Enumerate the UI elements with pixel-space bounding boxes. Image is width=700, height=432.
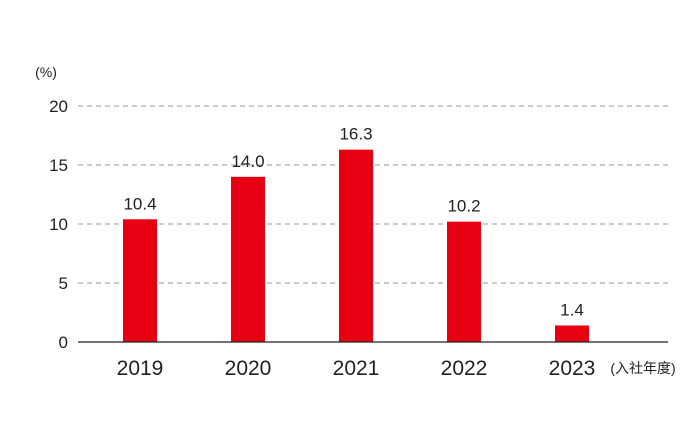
y-tick-label: 5 — [59, 274, 68, 293]
bar-2022 — [447, 221, 481, 342]
x-tick-label: 2020 — [225, 357, 272, 380]
y-tick-label: 20 — [49, 97, 68, 116]
x-tick-label: 2023 — [549, 357, 596, 380]
x-tick-label: 2022 — [441, 357, 488, 380]
bar-2020 — [231, 176, 265, 342]
y-axis-ticks: 0 5 10 15 20 — [49, 97, 68, 352]
x-axis-unit-label: (入社年度) — [610, 360, 675, 376]
value-labels: 10.4 14.0 16.3 10.2 1.4 — [123, 125, 583, 320]
bar-2021 — [339, 149, 373, 342]
y-tick-label: 15 — [49, 156, 68, 175]
bar-2023 — [555, 325, 589, 342]
y-axis-unit-label: (%) — [35, 64, 57, 80]
y-tick-label: 0 — [59, 333, 68, 352]
value-label-2019: 10.4 — [123, 194, 156, 213]
value-label-2021: 16.3 — [339, 125, 372, 144]
bar-2019 — [123, 219, 157, 342]
value-label-2023: 1.4 — [560, 300, 584, 319]
x-tick-label: 2019 — [117, 357, 164, 380]
value-label-2020: 14.0 — [231, 152, 264, 171]
bars — [123, 149, 589, 342]
value-label-2022: 10.2 — [447, 197, 480, 216]
y-tick-label: 10 — [49, 215, 68, 234]
x-axis-ticks: 2019 2020 2021 2022 2023 — [117, 357, 596, 380]
x-tick-label: 2021 — [333, 357, 380, 380]
